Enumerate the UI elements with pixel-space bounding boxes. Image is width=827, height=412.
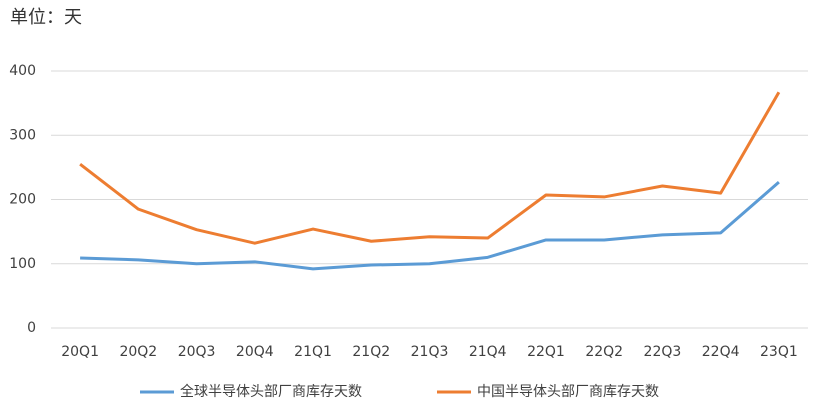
series-line <box>79 91 781 245</box>
x-tick-label: 22Q3 <box>644 344 682 360</box>
y-tick-label: 100 <box>9 256 36 272</box>
x-tick-label: 23Q1 <box>760 344 798 360</box>
y-tick-label: 300 <box>9 127 36 143</box>
unit-label: 单位：天 <box>10 7 82 28</box>
x-tick-label: 20Q2 <box>119 344 157 360</box>
x-tick-label: 21Q1 <box>294 344 332 360</box>
x-tick-label: 22Q1 <box>527 344 565 360</box>
y-tick-label: 0 <box>27 320 36 336</box>
x-tick-label: 21Q2 <box>352 344 390 360</box>
legend-label: 中国半导体头部厂商库存天数 <box>477 384 659 400</box>
y-tick-label: 400 <box>9 63 36 79</box>
x-tick-label: 22Q4 <box>702 344 740 360</box>
series-line <box>80 181 780 271</box>
legend-label: 全球半导体头部厂商库存天数 <box>180 383 362 400</box>
x-tick-label: 20Q4 <box>236 344 274 360</box>
x-tick-label: 20Q1 <box>61 344 99 360</box>
x-tick-label: 21Q3 <box>411 344 449 360</box>
x-tick-label: 22Q2 <box>585 344 623 360</box>
x-tick-label: 20Q3 <box>178 344 216 360</box>
y-tick-label: 200 <box>9 192 36 208</box>
x-tick-label: 21Q4 <box>469 344 507 360</box>
